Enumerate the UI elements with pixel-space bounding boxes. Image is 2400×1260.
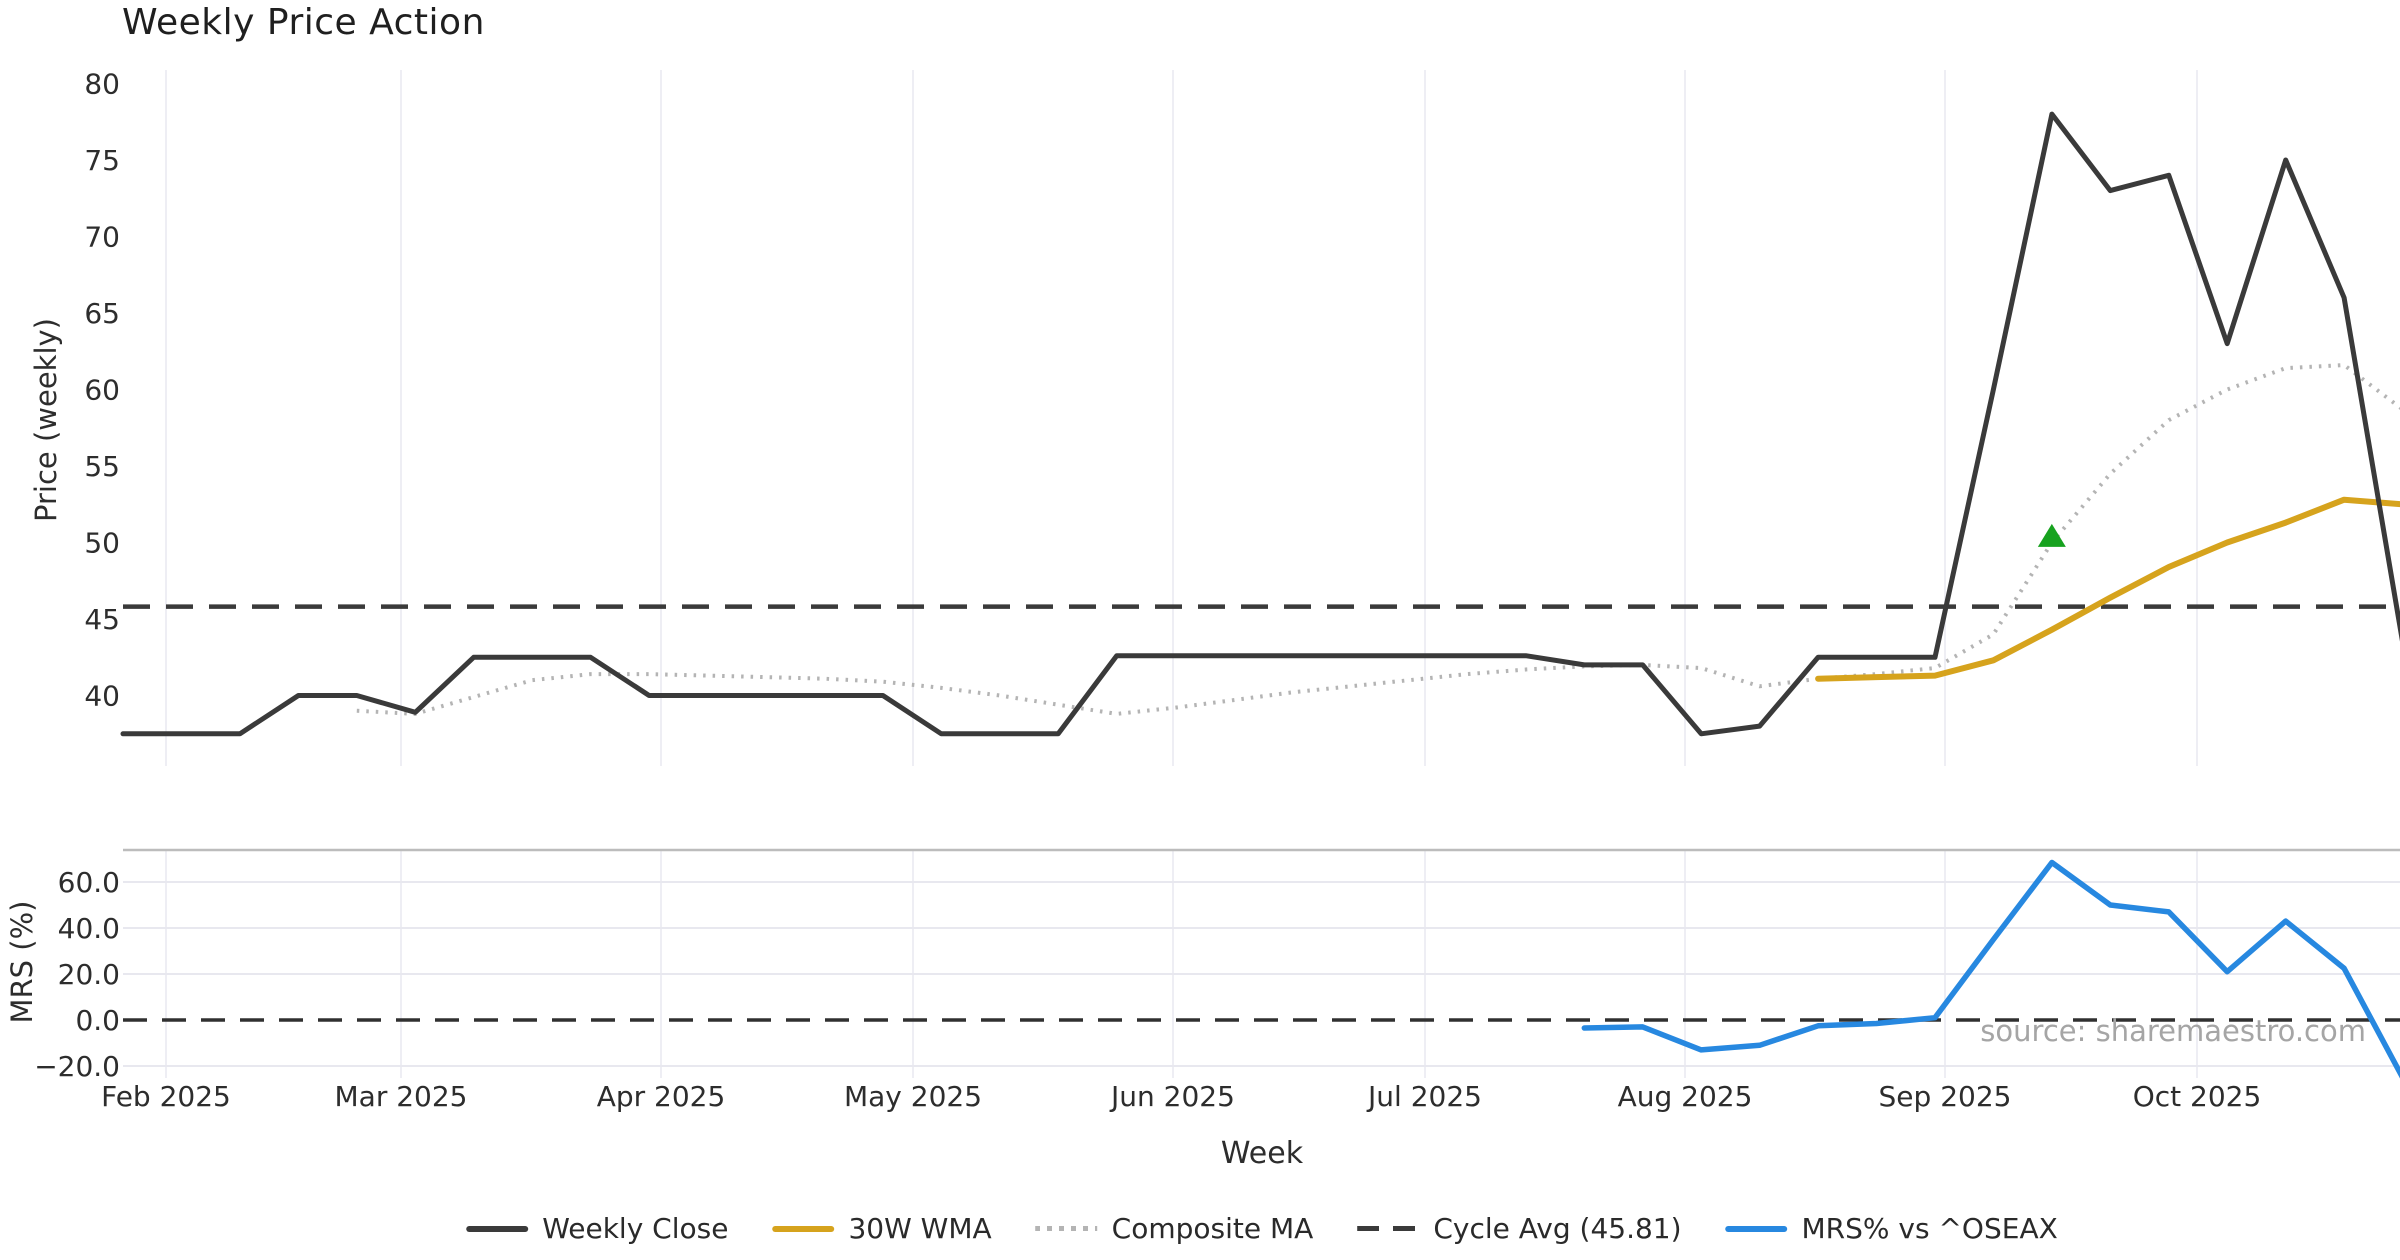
legend-swatch-solid: [1725, 1225, 1788, 1232]
legend-swatch-dashed: [1357, 1226, 1420, 1231]
legend-item-label: Composite MA: [1111, 1212, 1314, 1245]
legend-item-label: Cycle Avg (45.81): [1433, 1212, 1682, 1245]
x-tick-label: May 2025: [844, 1080, 982, 1113]
legend-item: Cycle Avg (45.81): [1357, 1212, 1682, 1245]
series-weekly-close: [120, 111, 2400, 737]
x-tick-label: Oct 2025: [2133, 1080, 2262, 1113]
x-tick-label: Jul 2025: [1366, 1080, 1482, 1113]
price-tick-label: 70: [84, 221, 120, 254]
legend-item: MRS% vs ^OSEAX: [1725, 1212, 2058, 1245]
legend-swatch-solid: [466, 1225, 529, 1232]
series-30w-wma: [1815, 496, 2400, 682]
price-tick-label: 55: [84, 450, 120, 483]
legend-item: Composite MA: [1035, 1212, 1314, 1245]
x-tick-label: Aug 2025: [1618, 1080, 1753, 1113]
series-composite-ma: [356, 363, 2400, 716]
price-tick-label: 80: [84, 68, 120, 101]
mrs-tick-label: 0.0: [75, 1004, 120, 1037]
mrs-tick-label: 60.0: [58, 866, 120, 899]
mrs-tick-label: −20.0: [34, 1050, 120, 1083]
legend-item-label: MRS% vs ^OSEAX: [1801, 1212, 2058, 1245]
price-tick-label: 65: [84, 297, 120, 330]
mrs-axis-label: MRS (%): [5, 900, 39, 1024]
mrs-tick-label: 20.0: [58, 958, 120, 991]
x-tick-label: Feb 2025: [101, 1080, 231, 1113]
legend-item: Weekly Close: [466, 1212, 728, 1245]
price-tick-label: 75: [84, 144, 120, 177]
mrs-tick-label: 40.0: [58, 912, 120, 945]
x-tick-label: Apr 2025: [597, 1080, 726, 1113]
price-tick-label: 50: [84, 527, 120, 560]
x-axis-label: Week: [1220, 1136, 1304, 1171]
legend-item-label: 30W WMA: [848, 1212, 992, 1245]
series-mrs: [1581, 859, 2400, 1079]
chart-title: Weekly Price Action: [122, 2, 485, 43]
price-tick-label: 40: [84, 680, 120, 713]
buy-signal-marker: [2037, 523, 2066, 547]
price-tick-label: 60: [84, 374, 120, 407]
legend-item: 30W WMA: [772, 1212, 992, 1245]
x-tick-label: Jun 2025: [1109, 1080, 1235, 1113]
x-tick-label: Sep 2025: [1879, 1080, 2012, 1113]
x-tick-label: Mar 2025: [335, 1080, 468, 1113]
chart-legend: Weekly Close 30W WMA Composite MA Cycle Avg…: [466, 1212, 2058, 1245]
legend-swatch-solid: [772, 1225, 835, 1232]
price-axis-label: Price (weekly): [29, 317, 63, 523]
legend-item-label: Weekly Close: [542, 1212, 729, 1245]
price-tick-label: 45: [84, 603, 120, 636]
source-watermark: source: sharemaestro.com: [1980, 1014, 2366, 1048]
legend-swatch-dotted: [1035, 1226, 1098, 1231]
